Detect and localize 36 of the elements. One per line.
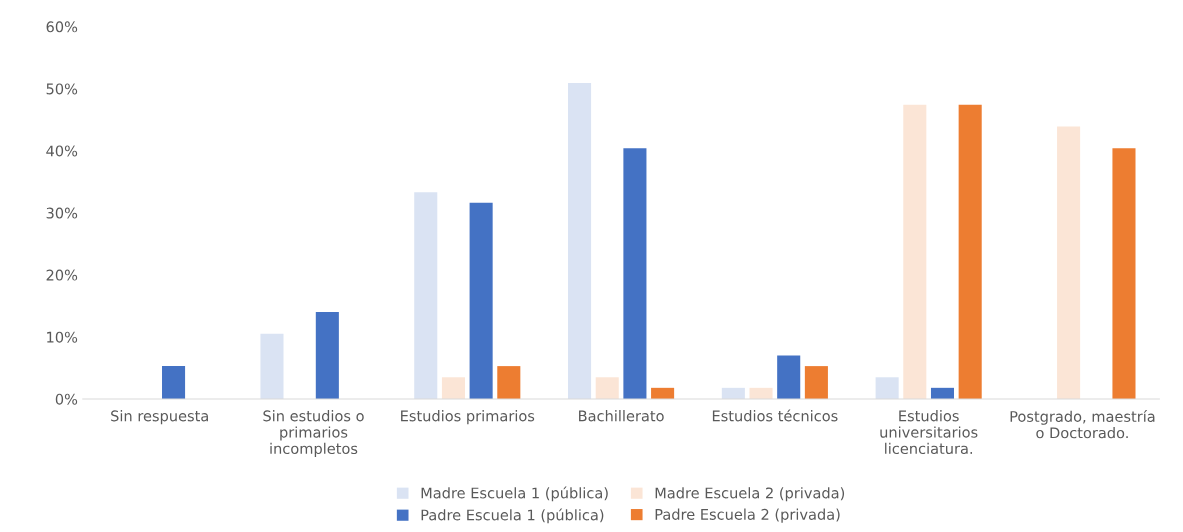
legend-label: Madre Escuela 1 (pública) <box>421 486 608 502</box>
bar <box>903 104 927 399</box>
bar <box>568 83 592 399</box>
legend-label: Padre Escuela 1 (pública) <box>421 508 604 524</box>
y-tick-label: 20% <box>46 269 78 281</box>
x-tick-label: Sin estudios o primarios incompletos <box>263 410 364 457</box>
bar <box>623 148 647 399</box>
x-tick-label: Postgrado, maestría o Doctorado. <box>1010 410 1155 439</box>
bar <box>777 355 801 399</box>
y-tick-label: 50% <box>46 83 78 95</box>
bar <box>162 366 186 399</box>
bar <box>260 333 284 399</box>
bar <box>1112 148 1136 399</box>
bar <box>441 377 465 399</box>
bar <box>414 192 438 399</box>
legend-label: Madre Escuela 2 (privada) <box>655 487 845 502</box>
x-tick-label: Sin respuesta <box>111 410 208 425</box>
y-tick-label: 40% <box>46 145 78 157</box>
y-tick-label: 60% <box>46 21 78 33</box>
legend-label: Padre Escuela 2 (privada) <box>655 508 840 523</box>
bar <box>804 366 828 399</box>
bar <box>749 387 773 399</box>
bar <box>315 312 339 399</box>
bar <box>1057 126 1081 399</box>
x-tick-label: Estudios universitarios licenciatura. <box>880 410 978 455</box>
y-tick-label: 10% <box>47 331 78 343</box>
x-tick-label: Estudios primarios <box>401 410 535 425</box>
y-tick-label: 0% <box>55 393 78 405</box>
bar <box>497 366 521 399</box>
y-tick-label: 30% <box>46 207 78 219</box>
bar <box>875 377 899 399</box>
bar <box>595 377 619 399</box>
x-tick-label: Estudios técnicos <box>712 409 838 422</box>
x-tick-label: Bachillerato <box>579 410 664 422</box>
bar <box>958 104 982 399</box>
bar <box>469 202 493 399</box>
